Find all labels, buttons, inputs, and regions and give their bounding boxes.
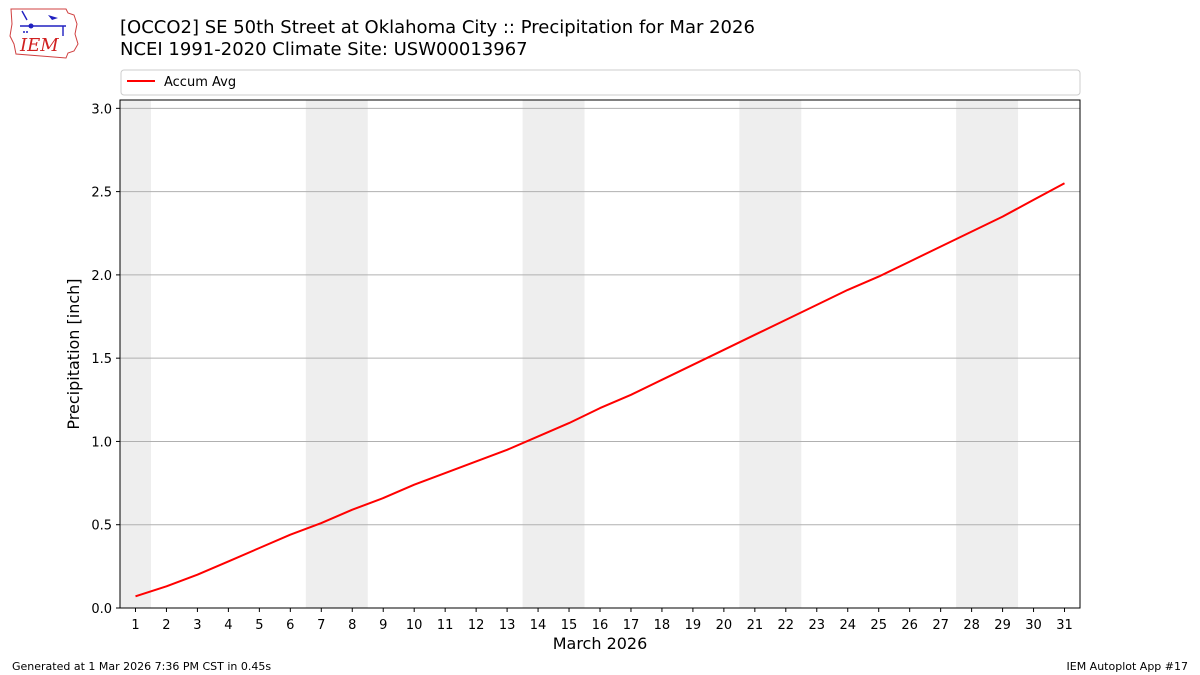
x-tick-label-11: 12 (468, 618, 485, 633)
series-line-0 (135, 182, 1065, 598)
y-tick-label-6: 3.0 (91, 102, 112, 117)
x-tick-label-9: 10 (406, 618, 423, 633)
weekend-band-3 (739, 100, 802, 608)
x-tick-label-10: 11 (437, 618, 454, 633)
x-tick-label-17: 18 (654, 618, 671, 633)
y-axis-ticks: 0.0 0.5 1.0 1.5 2.0 2.5 3.0 (91, 102, 120, 617)
y-tick-label-5: 2.5 (91, 186, 112, 201)
x-tick-label-18: 19 (685, 618, 702, 633)
y-grid (120, 107, 1080, 609)
x-tick-label-25: 26 (901, 618, 918, 633)
x-tick-label-30: 31 (1056, 618, 1073, 633)
x-tick-label-8: 9 (379, 618, 387, 633)
x-tick-label-7: 8 (348, 618, 356, 633)
x-tick-label-21: 22 (778, 618, 795, 633)
y-tick-label-4: 2.0 (91, 269, 112, 284)
y-tick-label-3: 1.5 (91, 352, 112, 367)
series-layer (135, 182, 1065, 598)
x-tick-label-26: 27 (932, 618, 949, 633)
legend: Accum Avg (120, 69, 1081, 96)
x-tick-label-22: 23 (809, 618, 826, 633)
x-tick-label-1: 2 (162, 618, 170, 633)
chart-subtitle: NCEI 1991-2020 Climate Site: USW00013967 (120, 39, 528, 60)
legend-label: Accum Avg (164, 75, 236, 90)
plot-frame (119, 99, 1081, 609)
x-tick-label-28: 29 (994, 618, 1011, 633)
y-tick-label-2: 1.0 (91, 435, 112, 450)
x-tick-label-0: 1 (131, 618, 139, 633)
x-axis-label: March 2026 (553, 634, 648, 653)
app-note: IEM Autoplot App #17 (1066, 660, 1189, 673)
weekend-bands (120, 100, 1019, 608)
iem-logo-icon: IEM (9, 8, 79, 59)
logo-text: IEM (19, 35, 59, 56)
x-tick-label-13: 14 (530, 618, 547, 633)
x-tick-label-2: 3 (193, 618, 201, 633)
x-axis-ticks: 1 2 3 4 5 6 7 8 9 10 11 12 13 14 15 16 17 18 19 20 21 22 23 24 2… (131, 608, 1073, 633)
x-tick-label-5: 6 (286, 618, 294, 633)
x-tick-label-27: 28 (963, 618, 980, 633)
x-tick-label-14: 15 (561, 618, 578, 633)
x-tick-label-15: 16 (592, 618, 609, 633)
x-tick-label-20: 21 (747, 618, 764, 633)
x-tick-label-23: 24 (839, 618, 856, 633)
weekend-band-2 (522, 100, 585, 608)
x-tick-label-12: 13 (499, 618, 516, 633)
generated-note: Generated at 1 Mar 2026 7:36 PM CST in 0… (12, 660, 272, 673)
y-tick-label-1: 0.5 (91, 519, 112, 534)
chart-title: [OCCO2] SE 50th Street at Oklahoma City … (120, 17, 755, 38)
x-tick-label-29: 30 (1025, 618, 1042, 633)
x-tick-label-19: 20 (716, 618, 733, 633)
x-tick-label-24: 25 (870, 618, 887, 633)
y-axis-label: Precipitation [inch] (64, 278, 83, 429)
weekend-band-4 (956, 100, 1019, 608)
x-tick-label-4: 5 (255, 618, 263, 633)
legend-box (120, 69, 1081, 96)
weekend-band-1 (305, 100, 368, 608)
x-tick-label-6: 7 (317, 618, 325, 633)
x-tick-label-16: 17 (623, 618, 640, 633)
weekend-band-0 (120, 100, 151, 608)
x-tick-label-3: 4 (224, 618, 232, 633)
y-tick-label-0: 0.0 (91, 602, 112, 617)
